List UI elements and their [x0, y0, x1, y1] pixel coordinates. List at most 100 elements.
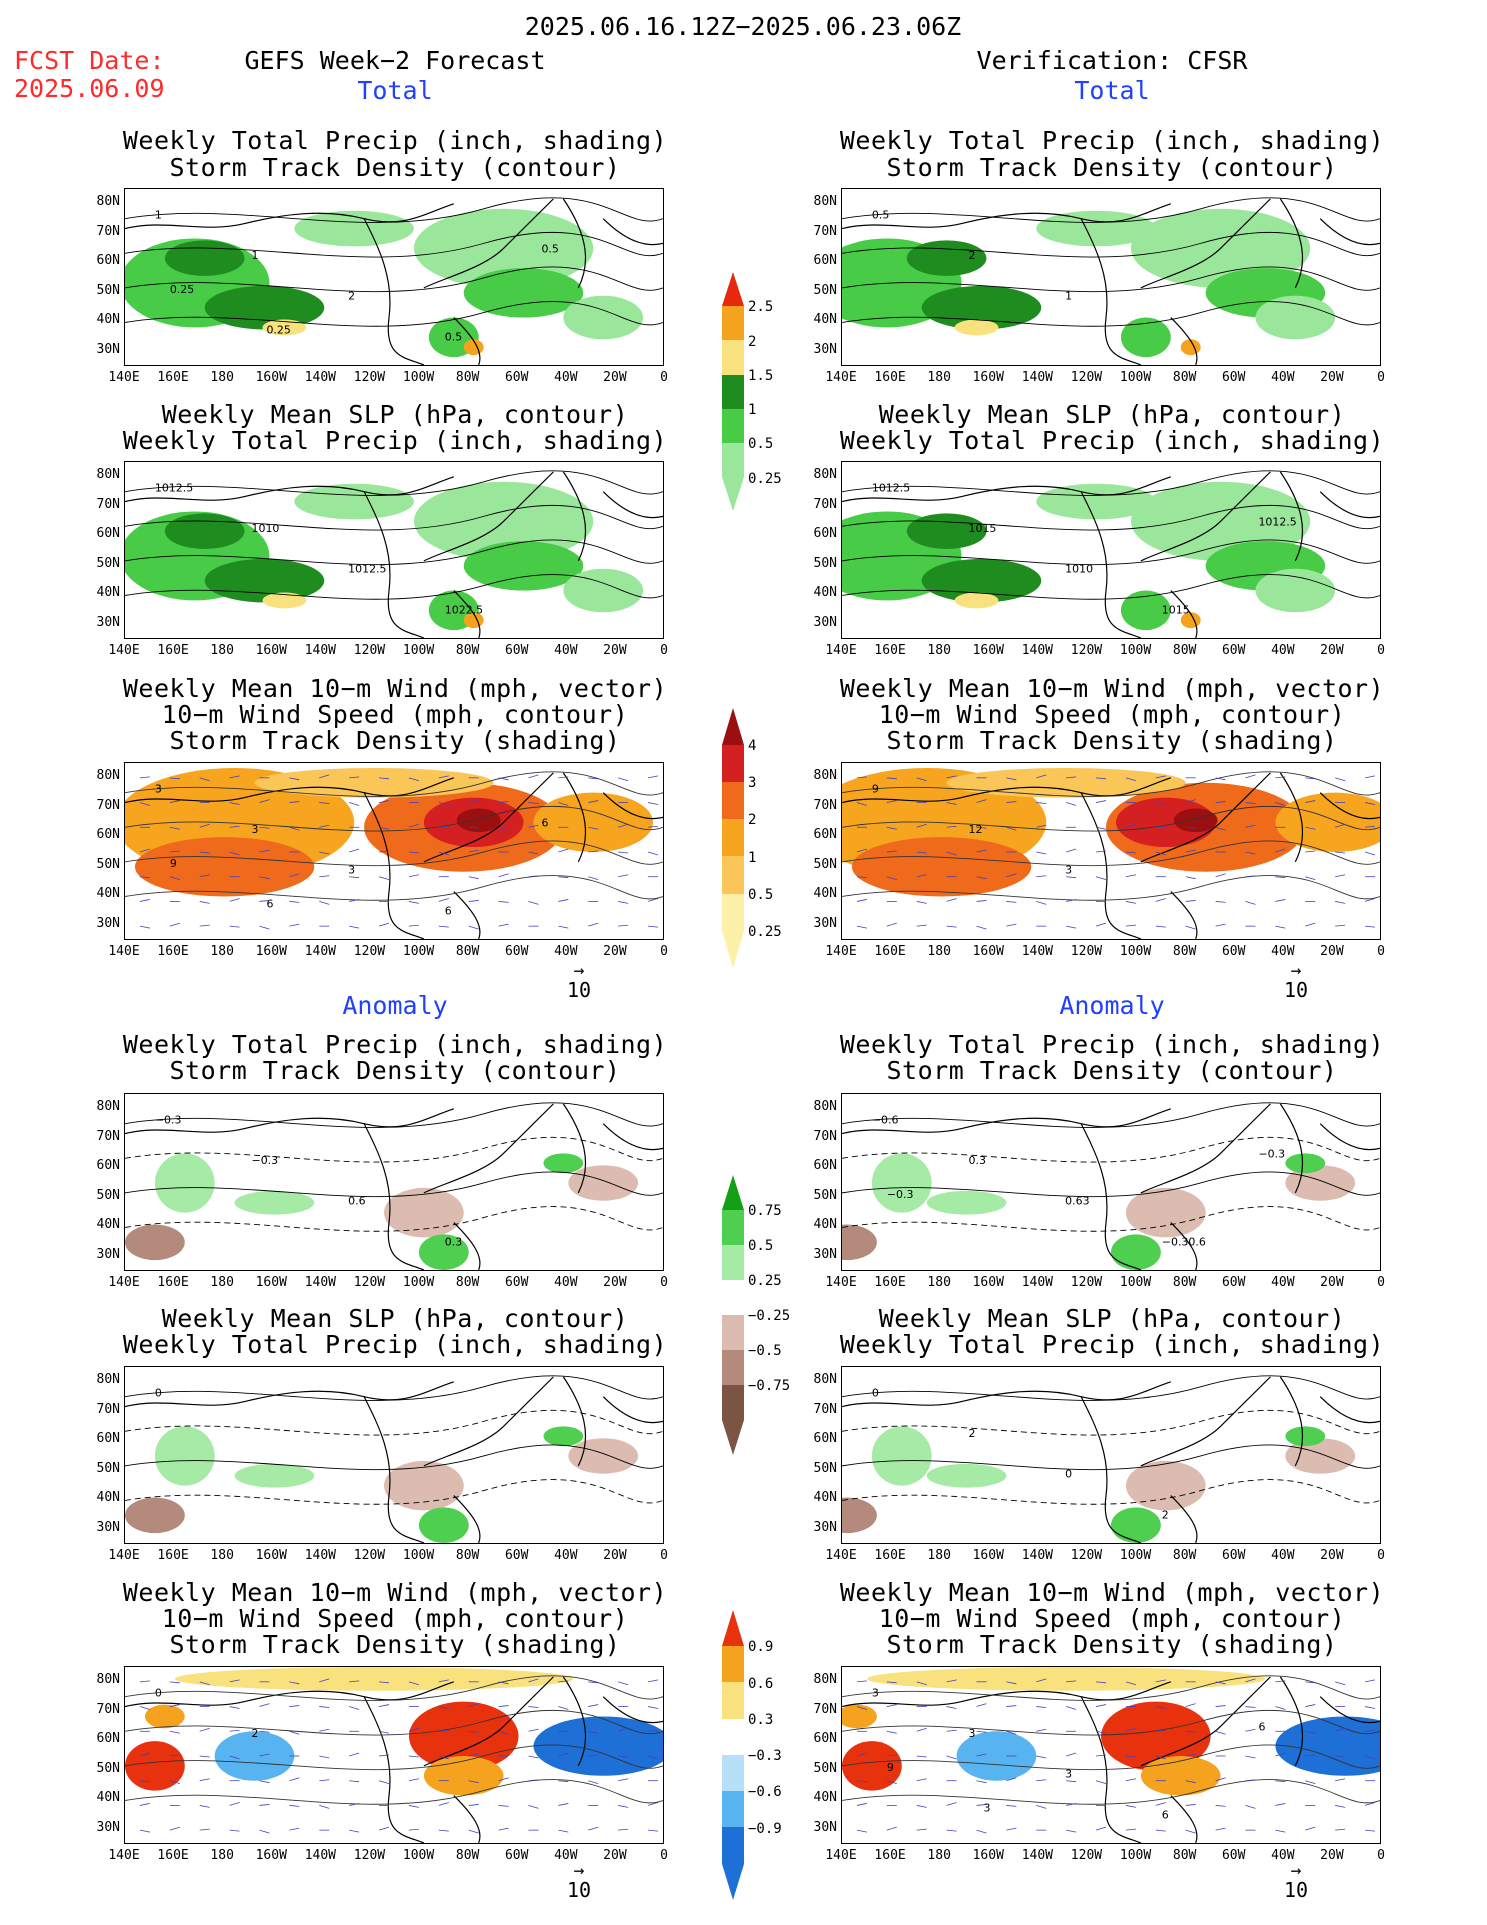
colorbar-label: 0.25 — [748, 923, 782, 940]
wind-vector — [647, 802, 659, 805]
lon-label: 80W — [455, 944, 480, 959]
contour-line — [842, 1779, 1380, 1805]
shading-region — [125, 1741, 185, 1791]
contour-line — [125, 1171, 663, 1198]
lon-label: 60W — [504, 1848, 529, 1863]
wind-vector — [1006, 1705, 1017, 1707]
shading-region — [1285, 1153, 1326, 1174]
wind-vector — [856, 1706, 868, 1710]
wind-vector — [976, 849, 987, 853]
contour-line — [842, 1479, 1380, 1505]
wind-vector — [1066, 1680, 1077, 1683]
wind-vector — [289, 873, 300, 878]
wind-vector — [886, 1704, 897, 1707]
lon-label: 20W — [1320, 1275, 1344, 1290]
wind-vector — [1006, 777, 1017, 781]
wind-vector — [1095, 826, 1107, 830]
contour-line — [842, 840, 1380, 867]
shading-region — [125, 1224, 185, 1261]
coastline — [453, 891, 481, 939]
contour-label: 6 — [445, 904, 452, 917]
wind-vector — [498, 1681, 509, 1685]
lon-label: 120W — [1070, 1548, 1103, 1563]
lon-label: 20W — [1320, 944, 1344, 959]
shading-region — [262, 319, 307, 336]
wind-vector — [1335, 901, 1346, 904]
wind-vector — [558, 1680, 569, 1683]
lon-label: 100W — [402, 1548, 435, 1563]
contour-label: 2 — [348, 290, 355, 303]
wind-vector — [1305, 777, 1316, 780]
wind-vector — [139, 1803, 150, 1806]
wind-vector — [647, 898, 659, 902]
wind-vector — [916, 851, 927, 854]
wind-vector — [618, 874, 629, 878]
wind-vector — [139, 876, 150, 879]
lat-label: 70N — [813, 1128, 837, 1144]
wind-vector — [139, 1780, 150, 1783]
wind-vector — [528, 1779, 539, 1782]
lon-label: 20W — [603, 1548, 627, 1563]
shading-region — [1111, 1507, 1161, 1543]
colorbar-segment — [722, 408, 744, 444]
wind-vector — [647, 1706, 659, 1709]
wind-vector — [408, 851, 419, 854]
wind-vector — [1185, 826, 1196, 829]
wind-vector — [1006, 873, 1017, 878]
lat-label: 80N — [813, 467, 837, 482]
wind-vector — [588, 1704, 599, 1707]
wind-vector — [169, 922, 180, 927]
contour-line — [842, 1136, 1380, 1163]
lat-label: 70N — [813, 496, 837, 512]
contour-line — [842, 1744, 1380, 1771]
shading-region — [1255, 568, 1336, 613]
lat-label: 80N — [96, 1372, 120, 1387]
lat-label: 80N — [96, 1099, 120, 1114]
map-panel-f-anom-slp: 0 — [124, 1366, 664, 1544]
vector-reference: → 10 — [1276, 1862, 1316, 1903]
wind-vector — [319, 1728, 330, 1732]
wind-vector — [1066, 925, 1077, 929]
lat-label: 50N — [813, 856, 837, 872]
contour-label: 1010 — [1065, 563, 1093, 576]
contour-line — [842, 1375, 1380, 1401]
lat-label: 50N — [813, 555, 837, 571]
lat-label: 60N — [813, 827, 837, 842]
wind-vector — [378, 1780, 390, 1785]
wind-vector — [1245, 1805, 1256, 1809]
wind-vector — [1095, 1704, 1107, 1707]
panel-subtitle: Storm Track Density (shading) — [886, 726, 1338, 755]
coastline — [1080, 218, 1142, 365]
lat-label: 70N — [813, 223, 837, 239]
colorbar-label: 2 — [748, 812, 757, 829]
shading-region — [954, 319, 999, 336]
lon-label: 160E — [157, 944, 189, 959]
wind-vector — [618, 1727, 629, 1732]
lat-label: 40N — [96, 1217, 120, 1232]
wind-vector — [588, 1826, 599, 1831]
lon-label: 0 — [660, 370, 668, 385]
wind-vector — [1006, 901, 1017, 903]
colorbar-segment — [722, 1754, 744, 1791]
contour-label: 1010 — [252, 522, 280, 535]
wind-vector — [946, 775, 957, 779]
contour-label: 1022.5 — [445, 603, 483, 616]
lon-label: 140E — [108, 643, 140, 658]
lat-label: 70N — [96, 1701, 120, 1717]
wind-vector — [618, 851, 629, 854]
wind-vector — [1335, 777, 1346, 782]
contour-line — [842, 470, 1380, 496]
wind-vector — [1006, 1805, 1017, 1807]
coastline — [363, 1696, 425, 1843]
lon-label: 40W — [554, 1848, 578, 1863]
wind-vector — [1125, 924, 1136, 927]
wind-vector — [1095, 876, 1107, 881]
wind-vector — [229, 925, 240, 928]
lat-label: 60N — [813, 1158, 837, 1173]
colorbar-segment — [722, 1280, 744, 1315]
contour-label: 0.3 — [445, 1235, 462, 1248]
wind-vector — [378, 826, 390, 830]
panel-title: Weekly Mean SLP (hPa, contour) — [878, 400, 1346, 429]
lat-label: 30N — [813, 614, 837, 630]
wind-vector — [1364, 1679, 1376, 1683]
